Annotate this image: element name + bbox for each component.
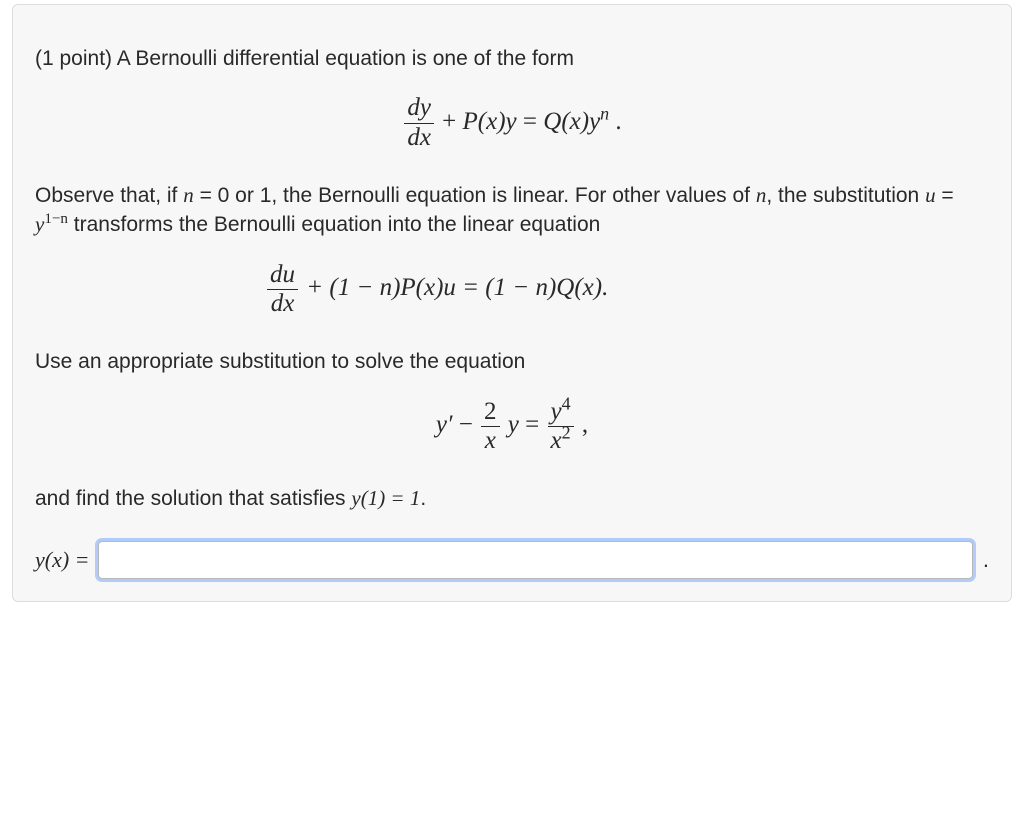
frac-num: du [267,262,298,290]
equation-3: y′ − 2 x y = y4 x2 , [35,399,989,455]
p2e: transforms the Bernoulli equation into t… [68,213,600,236]
equation-2: du dx + (1 − n)P(x)u = (1 − n)Q(x). [35,262,989,318]
intro-text: A Bernoulli differential equation is one… [117,47,574,70]
observe-paragraph: Observe that, if n = 0 or 1, the Bernoul… [35,181,989,240]
eq2-mid: + (1 − n)P(x)u = (1 − n)Q(x). [306,274,608,301]
answer-row: y(x) = . [35,541,989,579]
p3: Use an appropriate substitution to solve… [35,350,525,373]
f2-num-exp: 4 [562,393,571,413]
fraction-du-dx: du dx [267,262,298,318]
points-label: (1 point) [35,47,112,70]
fraction-2-x: 2 x [481,399,500,455]
p4a: and find the solution that satisfies [35,487,351,510]
problem-container: (1 point) A Bernoulli differential equat… [12,4,1012,602]
find-solution-paragraph: and find the solution that satisfies y(1… [35,484,989,513]
equation-1: dy dx + P(x)y = Q(x)yn . [35,95,989,151]
eq1-pxy: P(x)y [463,108,517,135]
fraction-dy-dx: dy dx [404,95,434,151]
p4-y1: y(1) = 1 [351,486,420,510]
p2-n: n [183,183,194,207]
f2-num-base: y [551,398,562,425]
eq1-exp: n [600,104,609,124]
f2-den-exp: 2 [562,422,571,442]
eq3-comma: , [582,411,588,438]
f2-den-base: x [551,427,562,454]
answer-period: . [983,547,989,573]
frac-num: 2 [481,399,500,427]
eq3-minus: − [459,411,479,438]
eq1-plus: + [442,108,462,135]
frac-num: dy [404,95,434,123]
fraction-y4-x2: y4 x2 [548,399,574,455]
p2-n2: n [756,183,767,207]
p2a: Observe that, if [35,184,183,207]
use-substitution-paragraph: Use an appropriate substitution to solve… [35,347,989,376]
eq1-dot: . [609,108,622,135]
eq3-yprime: y′ [436,411,453,438]
eq1-eq: = [523,108,543,135]
frac-den: dx [404,124,434,151]
frac-den: dx [267,290,298,317]
answer-input[interactable] [98,541,973,579]
frac-den: x [481,427,500,454]
eq1-qx: Q(x)y [543,108,600,135]
answer-label: y(x) = [35,547,90,573]
p2-y: y [35,212,44,236]
eq3-eq: = [525,411,545,438]
p2-u: u [925,183,936,207]
p2d: = [936,184,954,207]
p2-exp: 1−n [44,211,68,227]
intro-paragraph: (1 point) A Bernoulli differential equat… [35,44,989,73]
p2c: , the substitution [766,184,925,207]
eq3-y: y [508,411,519,438]
p4b: . [420,487,426,510]
p2b: = 0 or 1, the Bernoulli equation is line… [194,184,756,207]
frac-den: x2 [548,427,574,454]
